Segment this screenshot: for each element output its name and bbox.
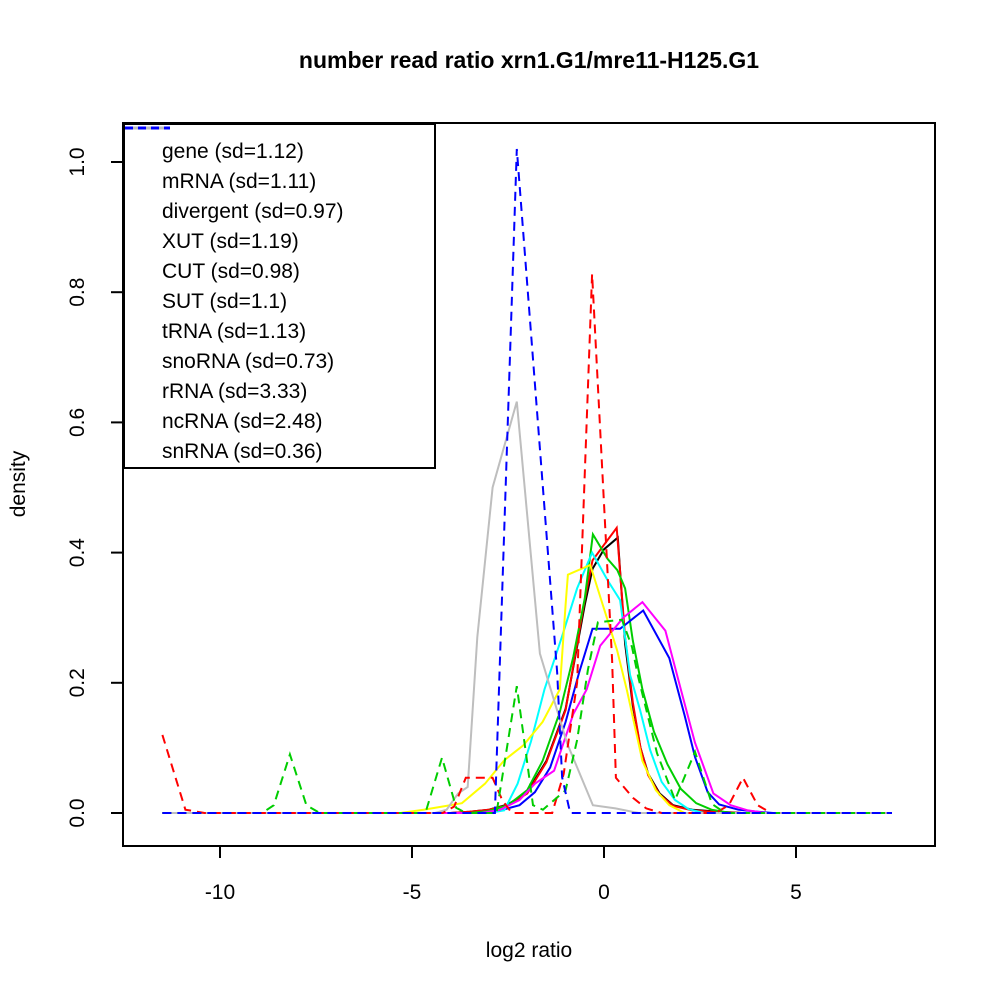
legend-box: gene (sd=1.12) mRNA (sd=1.11) divergent (s…: [123, 123, 436, 469]
legend-item-label: mRNA (sd=1.11): [162, 170, 317, 193]
legend-item: snRNA (sd=0.36): [125, 126, 434, 467]
y-tick-label: 1.0: [66, 147, 89, 176]
legend-item: rRNA (sd=3.33): [125, 126, 434, 407]
legend-item: gene (sd=1.12): [125, 126, 434, 167]
legend-item-label: ncRNA (sd=2.48): [162, 410, 323, 433]
legend-item-label: snoRNA (sd=0.73): [162, 350, 335, 373]
y-tick-label: 0.2: [66, 668, 89, 697]
legend-item-label: CUT (sd=0.98): [162, 260, 300, 283]
y-tick-label: 0.4: [66, 538, 89, 568]
series-SUT: [162, 600, 892, 814]
series-snoRNA: [162, 401, 892, 814]
y-tick-label: 0.6: [66, 408, 89, 437]
y-axis-label: density: [7, 450, 30, 517]
series-rRNA: [161, 273, 892, 814]
legend-item-label: gene (sd=1.12): [162, 140, 304, 163]
legend-item: XUT (sd=1.19): [125, 126, 434, 257]
legend-item-label: divergent (sd=0.97): [162, 200, 344, 223]
x-tick-label: -10: [205, 881, 235, 904]
plot-frame: -10 -5 0 5 0.0 0.2 0.4 0.6 0.8 1.0: [66, 122, 936, 904]
legend-item-label: tRNA (sd=1.13): [162, 320, 307, 343]
x-tick-label: 0: [598, 881, 610, 904]
legend-item-label: snRNA (sd=0.36): [162, 440, 323, 463]
x-tick-label: -5: [403, 881, 422, 904]
plot-curves: [161, 148, 892, 814]
legend-item: tRNA (sd=1.13): [125, 126, 434, 347]
legend-item: mRNA (sd=1.11): [125, 126, 434, 197]
legend-item: snoRNA (sd=0.73): [125, 126, 434, 377]
series-snRNA: [162, 148, 892, 814]
legend-item-label: rRNA (sd=3.33): [162, 380, 308, 403]
series-XUT: [162, 608, 892, 814]
x-tick-label: 5: [790, 881, 802, 904]
chart-title: number read ratio xrn1.G1/mre11-H125.G1: [298, 47, 760, 73]
legend-line-sample: [125, 126, 170, 130]
legend-item: SUT (sd=1.1): [125, 126, 434, 317]
legend-item-label: XUT (sd=1.19): [162, 230, 299, 253]
y-tick-label: 0.8: [66, 278, 89, 307]
series-gene: [162, 535, 892, 814]
series-mRNA: [162, 525, 892, 814]
legend-item-label: SUT (sd=1.1): [162, 290, 288, 313]
series-CUT: [162, 550, 892, 814]
series-divergent: [162, 531, 892, 814]
y-tick-label: 0.0: [66, 798, 89, 827]
series-ncRNA: [162, 618, 892, 814]
legend-item: divergent (sd=0.97): [125, 126, 434, 227]
plot-box: [122, 122, 936, 847]
x-axis-label: log2 ratio: [486, 939, 572, 962]
legend-item: CUT (sd=0.98): [125, 126, 434, 287]
legend-item: ncRNA (sd=2.48): [125, 126, 434, 437]
series-tRNA: [162, 563, 892, 814]
